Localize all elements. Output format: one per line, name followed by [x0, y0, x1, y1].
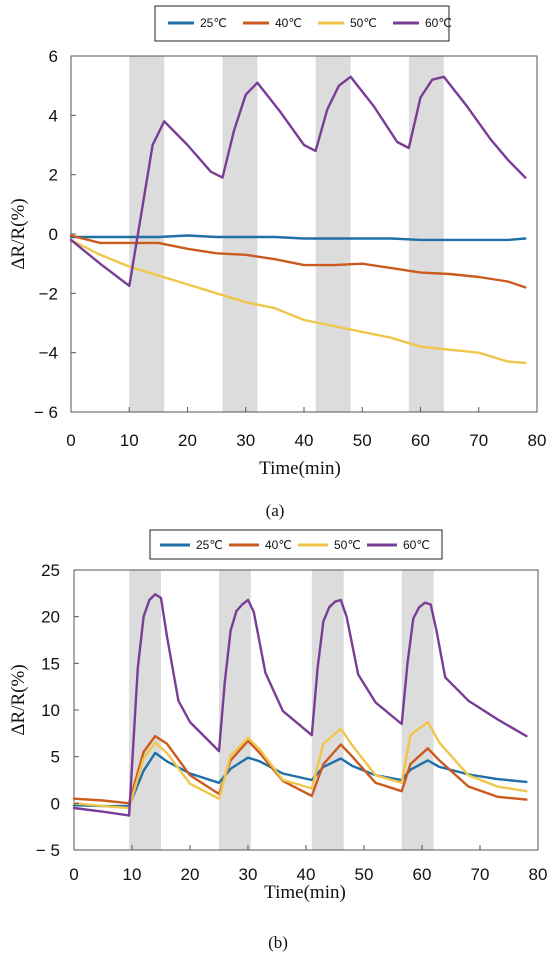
- legend-label-1: 25℃: [200, 16, 227, 30]
- x-tick-label: 0: [69, 865, 78, 884]
- chart-a-y-axis-label: ΔR/R(%): [8, 198, 29, 269]
- series-line-4: [72, 593, 528, 817]
- chart-b-y-axis-label: ΔR/R(%): [8, 664, 29, 735]
- chart-b-series: [72, 593, 528, 817]
- series-line-4: [69, 75, 527, 288]
- x-tick-label: 50: [355, 865, 374, 884]
- series-line-2: [72, 734, 528, 805]
- x-tick-label: 10: [123, 865, 142, 884]
- y-tick-label: 15: [41, 654, 60, 673]
- x-tick-label: 60: [411, 431, 430, 450]
- chart-a-shaded-regions: [129, 56, 444, 412]
- chart-a-x-axis-label: Time(min): [259, 458, 341, 479]
- shaded-interval-3: [311, 570, 344, 850]
- legend-label-2: 40℃: [275, 16, 302, 30]
- y-tick-label: −4: [39, 344, 58, 363]
- legend-label-3: 50℃: [334, 538, 361, 552]
- y-tick-label: − 6: [34, 403, 58, 422]
- x-tick-label: 30: [236, 431, 255, 450]
- x-tick-label: 80: [528, 431, 547, 450]
- x-tick-label: 20: [181, 865, 200, 884]
- legend-label-3: 50℃: [350, 16, 377, 30]
- y-tick-label: −2: [39, 284, 58, 303]
- series-line-1: [69, 234, 527, 242]
- y-tick-label: 0: [51, 794, 60, 813]
- y-tick-label: 20: [41, 608, 60, 627]
- shaded-interval-1: [129, 56, 165, 412]
- series-line-1: [72, 751, 528, 808]
- x-tick-label: 50: [353, 431, 372, 450]
- chart-a-x-ticks: 0 10 20 30 40 50 60 70 80: [66, 407, 546, 450]
- chart-a-series: [69, 75, 527, 365]
- chart-b: 25℃ 40℃ 50℃ 60℃ 0 10 20 30 40 50 60 70 80 − 5 0 5 10 15…: [8, 529, 547, 952]
- shaded-interval-4: [408, 56, 444, 412]
- y-tick-label: − 5: [36, 841, 60, 860]
- x-tick-label: 80: [529, 865, 548, 884]
- legend-label-1: 25℃: [196, 538, 223, 552]
- shaded-interval-3: [315, 56, 351, 412]
- chart-b-legend: [149, 529, 443, 560]
- x-tick-label: 70: [469, 431, 488, 450]
- chart-a-y-ticks: − 6 −4 −2 0 2 4 6: [34, 47, 76, 422]
- chart-a: 25℃ 40℃ 50℃ 60℃ 0 10 20 30 40 50 60 70 80 − 6 −4 −2 0 2…: [8, 5, 546, 520]
- x-tick-label: 70: [471, 865, 490, 884]
- series-line-3: [72, 720, 528, 810]
- chart-b-y-ticks: − 5 0 5 10 15 20 25: [36, 561, 79, 860]
- chart-b-x-axis-label: Time(min): [264, 882, 346, 903]
- legend-label-4: 60℃: [403, 538, 430, 552]
- y-tick-label: 2: [49, 166, 58, 185]
- chart-b-x-ticks: 0 10 20 30 40 50 60 70 80: [69, 845, 547, 884]
- x-tick-label: 40: [297, 865, 316, 884]
- y-tick-label: 0: [49, 225, 58, 244]
- legend-label-4: 60℃: [425, 16, 452, 30]
- x-tick-label: 10: [120, 431, 139, 450]
- chart-a-caption: (a): [266, 501, 285, 520]
- y-tick-label: 10: [41, 701, 60, 720]
- y-tick-label: 4: [49, 106, 58, 125]
- x-tick-label: 60: [413, 865, 432, 884]
- series-line-3: [69, 238, 527, 365]
- y-tick-label: 5: [51, 748, 60, 767]
- legend-label-2: 40℃: [265, 538, 292, 552]
- x-tick-label: 30: [239, 865, 258, 884]
- shaded-interval-4: [401, 570, 434, 850]
- y-tick-label: 25: [41, 561, 60, 580]
- y-tick-label: 6: [49, 47, 58, 66]
- x-tick-label: 20: [178, 431, 197, 450]
- chart-a-legend-items: 25℃ 40℃ 50℃ 60℃: [168, 16, 452, 30]
- series-line-2: [69, 234, 527, 289]
- x-tick-label: 0: [66, 431, 75, 450]
- chart-b-caption: (b): [268, 933, 288, 952]
- x-tick-label: 40: [295, 431, 314, 450]
- chart-b-legend-items: 25℃ 40℃ 50℃ 60℃: [160, 538, 430, 552]
